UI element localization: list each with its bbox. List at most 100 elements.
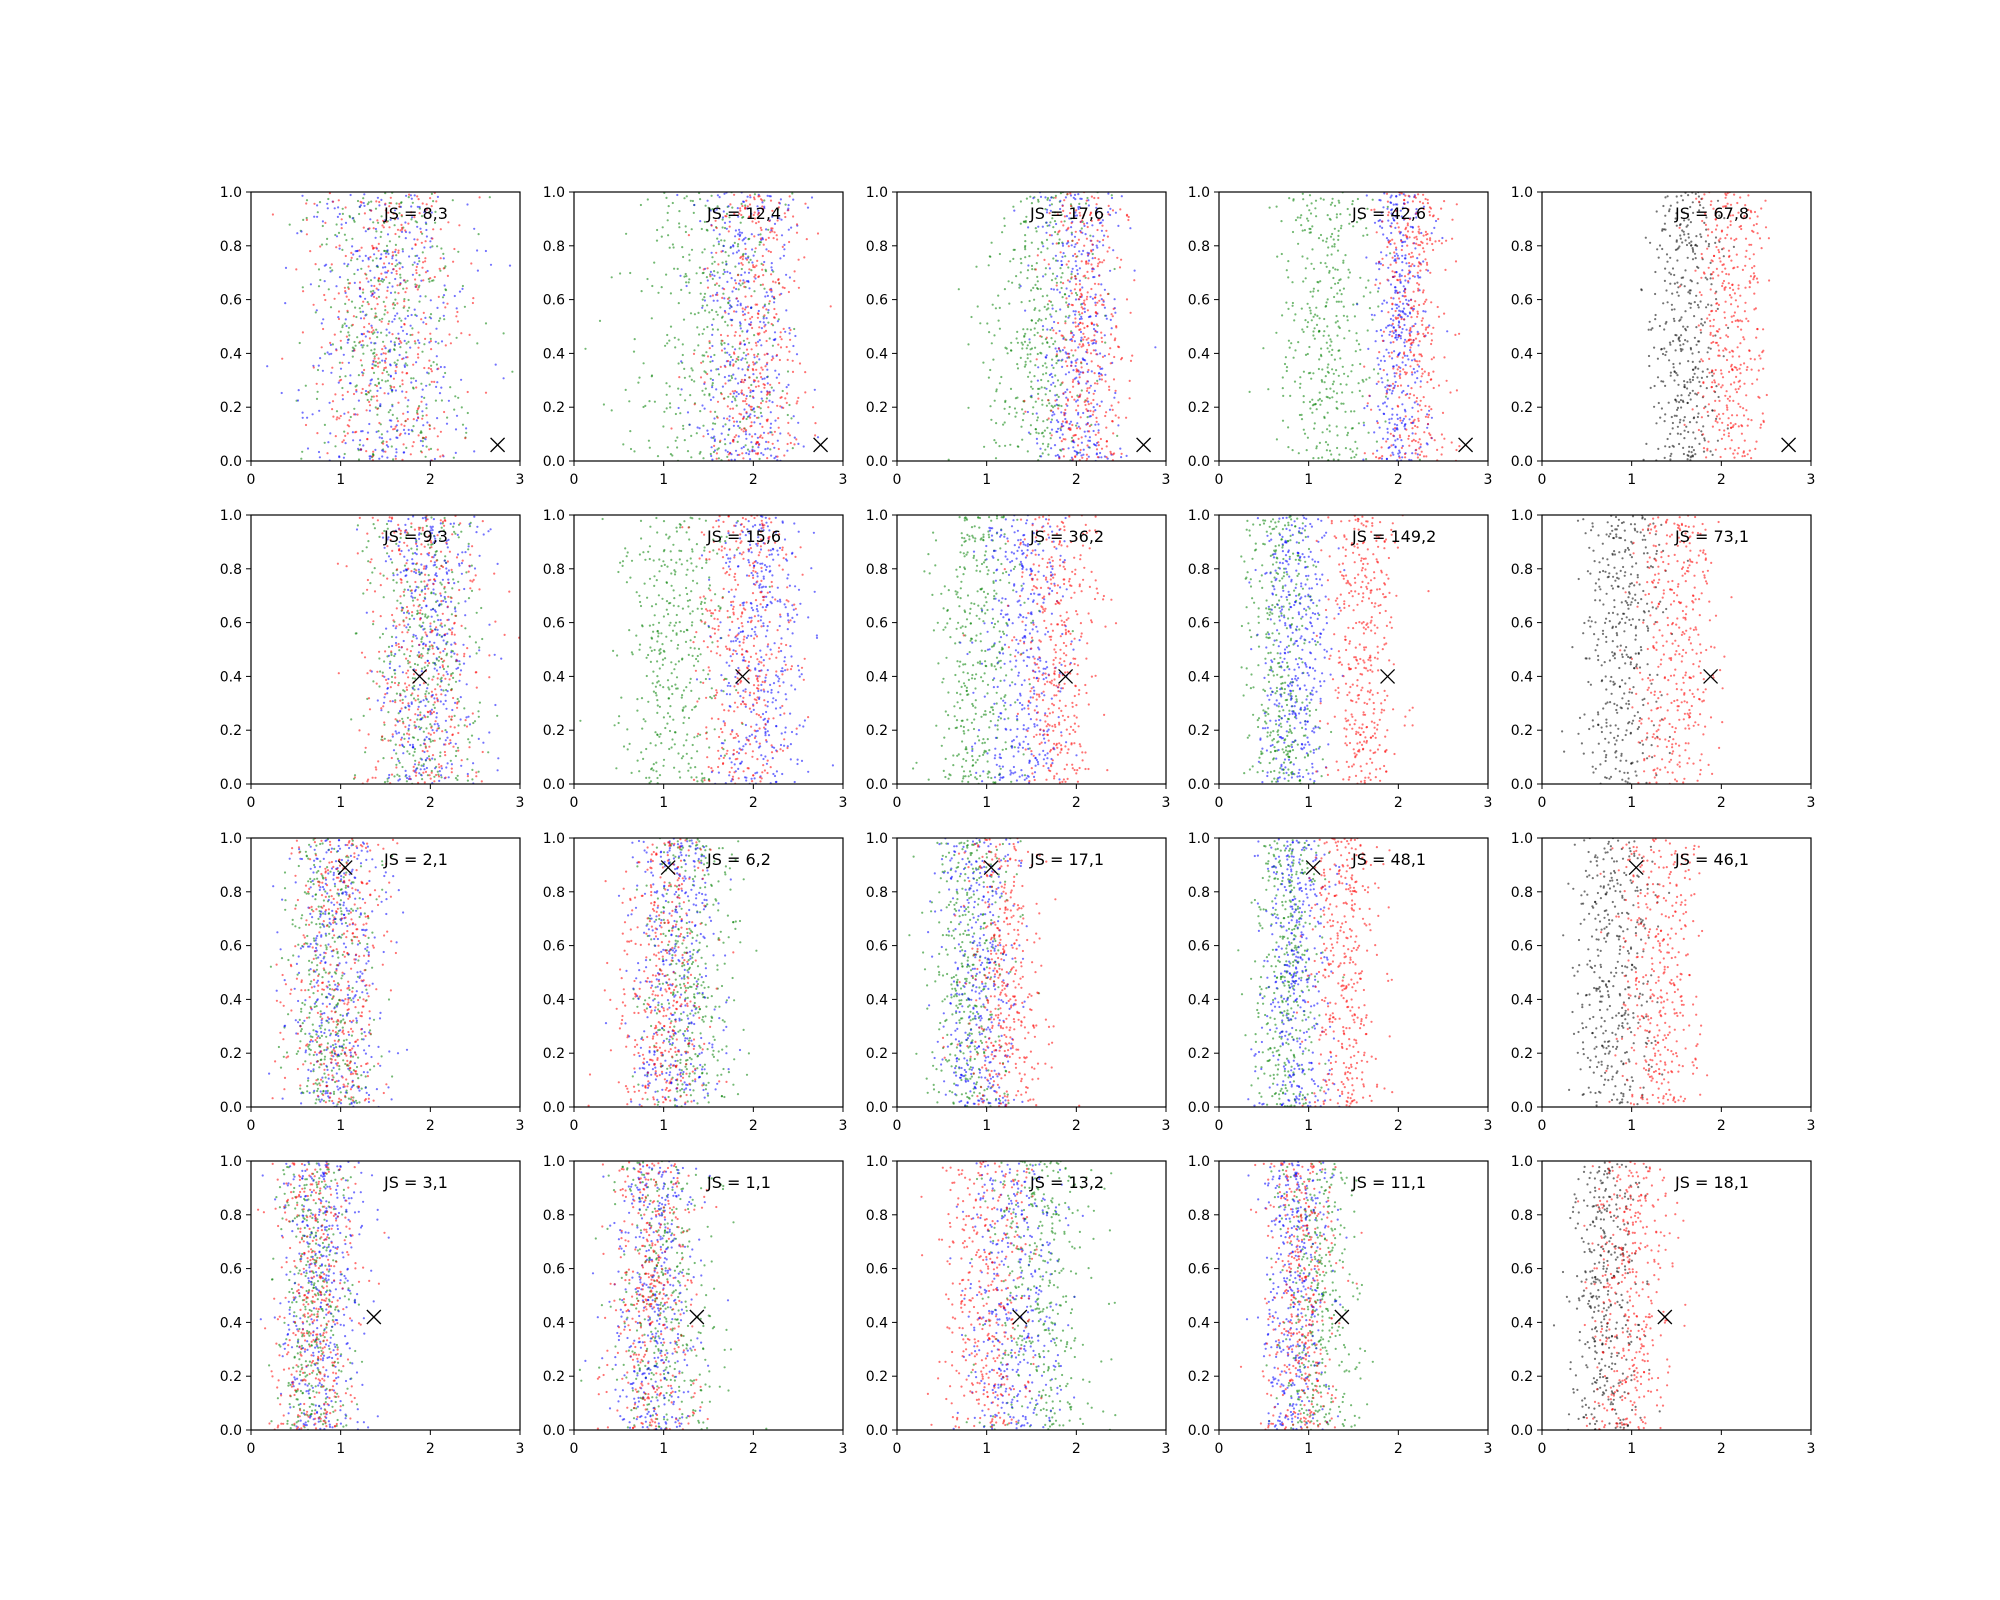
scatter-point [360,364,363,367]
scatter-point [1064,417,1067,421]
scatter-point [740,255,743,258]
scatter-point [1393,286,1397,289]
scatter-point [741,204,744,208]
scatter-point [1064,322,1067,325]
scatter-point [345,239,348,242]
scatter-point [1337,458,1340,461]
scatter-point [1051,414,1054,417]
scatter-point [1095,210,1098,213]
scatter-point [1654,270,1657,274]
scatter-point [1393,251,1396,254]
scatter-point [386,286,389,289]
scatter-point [1046,445,1049,448]
scatter-point [705,276,709,279]
scatter-point [1063,215,1066,218]
scatter-point [1303,432,1307,435]
y-tick-label: 0.0 [220,454,242,470]
scatter-point [767,236,770,239]
scatter-point [1454,333,1457,336]
scatter-point [1385,392,1388,395]
scatter-point [1392,434,1395,437]
scatter-point [796,400,799,403]
scatter-point [1408,311,1411,314]
scatter-point [668,246,671,249]
scatter-point [677,387,680,390]
scatter-point [1386,379,1389,382]
scatter-point [372,352,375,355]
scatter-point [1312,287,1315,290]
scatter-point [792,215,795,218]
scatter-point [1293,380,1297,383]
scatter-point [437,342,440,345]
scatter-point [629,447,633,451]
scatter-point [1390,194,1393,197]
scatter-point [1072,446,1075,449]
scatter-point [776,404,779,407]
scatter-point [804,391,807,394]
scatter-point [411,216,414,219]
scatter-point [622,443,625,446]
scatter-point [404,221,407,224]
scatter-point [1686,340,1689,343]
scatter-point [1426,422,1430,426]
scatter-point [790,417,793,420]
scatter-point [1101,340,1104,343]
scatter-point [430,205,433,208]
scatter-point [770,227,773,230]
scatter-point [454,428,458,431]
scatter-point [1423,335,1426,338]
scatter-point [343,262,346,265]
scatter-point [1700,376,1703,379]
scatter-point [1425,261,1429,264]
scatter-point [1403,341,1406,344]
scatter-point [1408,265,1411,268]
scatter-point [967,343,970,346]
scatter-point [729,304,732,307]
scatter-point [1050,383,1053,386]
scatter-point [1053,211,1057,214]
scatter-point [669,292,673,295]
scatter-point [1694,243,1697,246]
scatter-point [1078,317,1081,321]
scatter-point [1023,340,1027,343]
scatter-point [704,387,707,390]
scatter-point [401,379,404,382]
scatter-point [698,427,701,430]
scatter-point [1393,429,1396,432]
scatter-point [788,332,791,335]
scatter-point [1133,279,1136,282]
scatter-point [729,203,732,206]
scatter-point [734,229,738,232]
scatter-point [1390,225,1393,228]
scatter-point [1411,427,1414,430]
scatter-point [1083,335,1086,339]
scatter-point [1008,405,1011,409]
scatter-point [653,261,656,264]
scatter-point [1084,233,1087,236]
scatter-point [1072,310,1075,313]
scatter-point [1666,437,1669,441]
scatter-point [1302,280,1305,283]
scatter-point [1057,420,1060,424]
scatter-point [1089,409,1092,412]
scatter-point [723,288,726,291]
scatter-point [792,415,795,418]
scatter-point [393,386,396,389]
scatter-point [1055,281,1058,284]
scatter-point [1069,332,1073,335]
scatter-point [1100,336,1103,339]
scatter-point [947,458,950,461]
scatter-point [1422,332,1425,335]
scatter-point [400,226,404,229]
scatter-point [1392,387,1395,390]
scatter-point [728,216,731,219]
scatter-point [347,361,350,364]
scatter-point [1732,245,1735,248]
scatter-point [1031,387,1034,390]
x-tick-label: 0 [893,472,902,488]
scatter-point [773,316,776,319]
scatter-point [789,441,792,445]
scatter-point [1321,239,1325,242]
scatter-point [711,344,714,348]
scatter-point [776,219,779,222]
